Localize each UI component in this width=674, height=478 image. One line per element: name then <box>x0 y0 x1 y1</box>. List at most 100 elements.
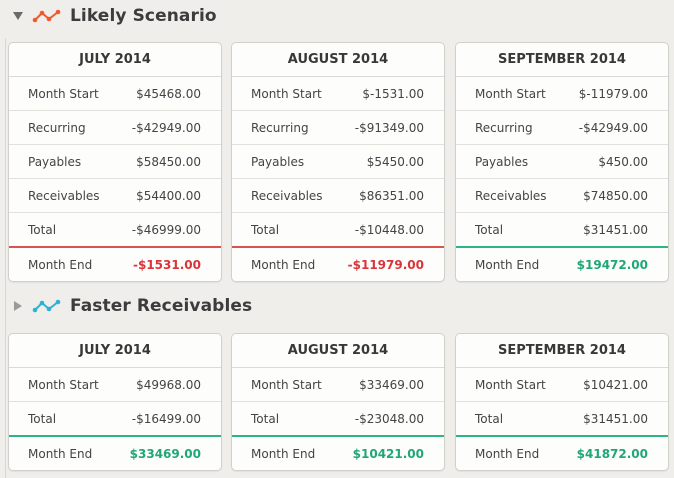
receivables-row: Receivables $74850.00 <box>456 179 668 213</box>
total-row: Total $31451.00 <box>456 213 668 248</box>
payables-row: Payables $5450.00 <box>232 145 444 179</box>
month-start-row: Month Start $49968.00 <box>9 368 221 402</box>
row-label: Total <box>475 222 504 237</box>
month-title: SEPTEMBER 2014 <box>456 43 668 77</box>
row-label: Total <box>28 222 57 237</box>
row-value: $5450.00 <box>366 154 424 169</box>
month-end-row: Month End -$1531.00 <box>9 248 221 281</box>
row-value: $-11979.00 <box>578 86 648 101</box>
row-label: Month Start <box>251 86 322 101</box>
row-label: Month Start <box>28 86 99 101</box>
row-value: $54400.00 <box>136 188 201 203</box>
month-title: JULY 2014 <box>9 43 221 77</box>
row-label: Month End <box>251 257 316 272</box>
row-value: $31451.00 <box>583 411 648 426</box>
row-label: Month Start <box>475 86 546 101</box>
month-start-row: Month Start $-1531.00 <box>232 77 444 111</box>
row-value: -$91349.00 <box>354 120 424 135</box>
row-label: Total <box>251 411 280 426</box>
month-card-august-2014: AUGUST 2014 Month Start $33469.00 Total -$… <box>231 333 445 471</box>
section-header-faster-receivables[interactable]: Faster Receivables <box>12 292 252 320</box>
row-label: Month Start <box>251 377 322 392</box>
row-value: $31451.00 <box>583 222 648 237</box>
month-end-row: Month End -$11979.00 <box>232 248 444 281</box>
month-title: JULY 2014 <box>9 334 221 368</box>
month-end-value: $10421.00 <box>352 446 424 461</box>
row-label: Total <box>28 411 57 426</box>
row-value: -$42949.00 <box>131 120 201 135</box>
recurring-row: Recurring -$42949.00 <box>456 111 668 145</box>
expanded-triangle-icon[interactable] <box>12 10 24 22</box>
row-value: -$46999.00 <box>131 222 201 237</box>
row-value: -$23048.00 <box>354 411 424 426</box>
month-end-value: $19472.00 <box>576 257 648 272</box>
row-label: Payables <box>251 154 305 169</box>
row-value: -$16499.00 <box>131 411 201 426</box>
month-end-value: $33469.00 <box>129 446 201 461</box>
payables-row: Payables $450.00 <box>456 145 668 179</box>
row-label: Total <box>475 411 504 426</box>
month-card-august-2014: AUGUST 2014 Month Start $-1531.00 Recurri… <box>231 42 445 282</box>
month-start-row: Month Start $45468.00 <box>9 77 221 111</box>
recurring-row: Recurring -$91349.00 <box>232 111 444 145</box>
total-row: Total -$46999.00 <box>9 213 221 248</box>
row-value: $33469.00 <box>359 377 424 392</box>
payables-row: Payables $58450.00 <box>9 145 221 179</box>
row-value: -$10448.00 <box>354 222 424 237</box>
month-end-value: $41872.00 <box>576 446 648 461</box>
month-end-value: -$1531.00 <box>133 257 201 272</box>
row-label: Month Start <box>28 377 99 392</box>
section-title: Faster Receivables <box>70 296 253 316</box>
row-label: Month End <box>475 446 540 461</box>
receivables-row: Receivables $86351.00 <box>232 179 444 213</box>
month-title: SEPTEMBER 2014 <box>456 334 668 368</box>
left-guide-line <box>5 38 6 478</box>
recurring-row: Recurring -$42949.00 <box>9 111 221 145</box>
row-value: $45468.00 <box>136 86 201 101</box>
total-row: Total -$10448.00 <box>232 213 444 248</box>
month-start-row: Month Start $33469.00 <box>232 368 444 402</box>
row-value: -$42949.00 <box>578 120 648 135</box>
row-value: $49968.00 <box>136 377 201 392</box>
row-label: Month Start <box>475 377 546 392</box>
row-label: Month End <box>28 257 93 272</box>
collapsed-triangle-icon[interactable] <box>12 300 24 312</box>
row-label: Recurring <box>475 120 533 135</box>
row-label: Month End <box>28 446 93 461</box>
row-label: Receivables <box>28 188 100 203</box>
blue-trend-line-icon <box>32 299 61 313</box>
row-value: $450.00 <box>598 154 648 169</box>
total-row: Total -$23048.00 <box>232 402 444 437</box>
month-card-september-2014: SEPTEMBER 2014 Month Start $10421.00 Tota… <box>455 333 669 471</box>
month-card-july-2014: JULY 2014 Month Start $45468.00 Recurring… <box>8 42 222 282</box>
receivables-row: Receivables $54400.00 <box>9 179 221 213</box>
month-title: AUGUST 2014 <box>232 43 444 77</box>
total-row: Total $31451.00 <box>456 402 668 437</box>
row-label: Recurring <box>28 120 86 135</box>
row-label: Total <box>251 222 280 237</box>
row-label: Month End <box>475 257 540 272</box>
row-value: $74850.00 <box>583 188 648 203</box>
section-title: Likely Scenario <box>70 6 217 26</box>
section-header-likely-scenario[interactable]: Likely Scenario <box>12 2 217 30</box>
month-end-row: Month End $10421.00 <box>232 437 444 470</box>
row-value: $86351.00 <box>359 188 424 203</box>
row-value: $10421.00 <box>583 377 648 392</box>
month-title: AUGUST 2014 <box>232 334 444 368</box>
row-value: $-1531.00 <box>362 86 424 101</box>
month-card-september-2014: SEPTEMBER 2014 Month Start $-11979.00 Rec… <box>455 42 669 282</box>
month-start-row: Month Start $-11979.00 <box>456 77 668 111</box>
month-card-july-2014: JULY 2014 Month Start $49968.00 Total -$16… <box>8 333 222 471</box>
row-value: $58450.00 <box>136 154 201 169</box>
row-label: Payables <box>475 154 529 169</box>
month-end-row: Month End $33469.00 <box>9 437 221 470</box>
month-end-value: -$11979.00 <box>347 257 424 272</box>
row-label: Payables <box>28 154 82 169</box>
row-label: Month End <box>251 446 316 461</box>
month-end-row: Month End $19472.00 <box>456 248 668 281</box>
orange-trend-line-icon <box>32 9 61 23</box>
total-row: Total -$16499.00 <box>9 402 221 437</box>
row-label: Receivables <box>251 188 323 203</box>
row-label: Receivables <box>475 188 547 203</box>
month-start-row: Month Start $10421.00 <box>456 368 668 402</box>
